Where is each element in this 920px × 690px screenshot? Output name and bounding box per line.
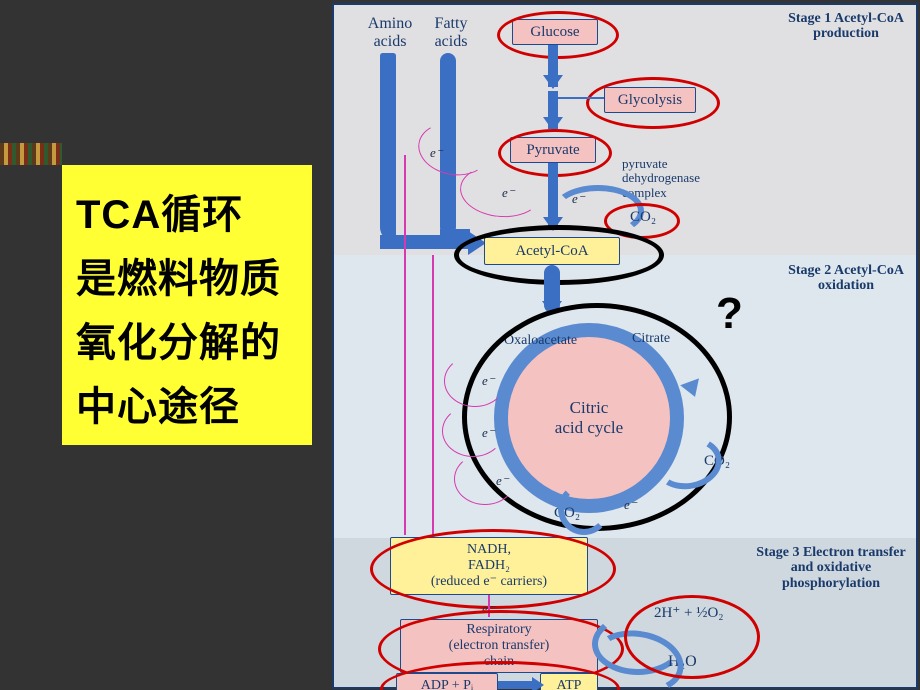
e-label-2b: e⁻ (572, 191, 585, 207)
e-collector-mid (432, 255, 434, 541)
amino-acids-label: Amino acids (360, 15, 420, 50)
e-label-4: e⁻ (482, 425, 495, 441)
stage3-label: Stage 3 Electron transfer and oxidative … (756, 545, 906, 591)
tca-title-box: TCA循环 是燃料物质 氧化分解的 中心途径 (62, 165, 312, 445)
arrow-acetyl-cac (544, 265, 560, 313)
e-label-3: e⁻ (482, 373, 495, 389)
arrow-glucose-glycolysis (548, 45, 558, 87)
e-label-2: e⁻ (502, 185, 515, 201)
nadh-circle (370, 529, 616, 609)
stage1-label: Stage 1 Acetyl-CoA production (786, 11, 906, 42)
glycolysis-circle (586, 77, 720, 129)
arrow-adp-atp-head (532, 677, 552, 690)
fatty-acids-label: Fatty acids (426, 15, 476, 50)
question-mark: ? (716, 289, 743, 339)
glycolysis-connector (558, 97, 604, 99)
metabolism-diagram-panel: Stage 1 Acetyl-CoA production Stage 2 Ac… (332, 3, 918, 689)
e-label-1: e⁻ (430, 145, 443, 161)
arrow-glycolysis-pyruvate (548, 91, 558, 129)
e-label-6: e⁻ (624, 497, 637, 513)
stage2-label: Stage 2 Acetyl-CoA oxidation (786, 263, 906, 294)
arrow-adp-atp (498, 681, 534, 689)
glucose-circle (497, 11, 619, 59)
ornament-strip (0, 143, 62, 165)
title-line-1: TCA循环 (76, 183, 298, 247)
e-collector-left (404, 155, 406, 535)
epath-3 (444, 355, 506, 407)
arrow-amino (380, 53, 396, 241)
oxy-water-circle (624, 595, 760, 679)
arrow-cac-co2-2 (558, 483, 610, 535)
pdc-label: pyruvate dehydrogenase complex (622, 157, 700, 200)
title-line-2: 是燃料物质 (76, 247, 298, 311)
title-line-4: 中心途径 (76, 375, 298, 439)
title-line-3: 氧化分解的 (76, 311, 298, 375)
e-label-5: e⁻ (496, 473, 509, 489)
